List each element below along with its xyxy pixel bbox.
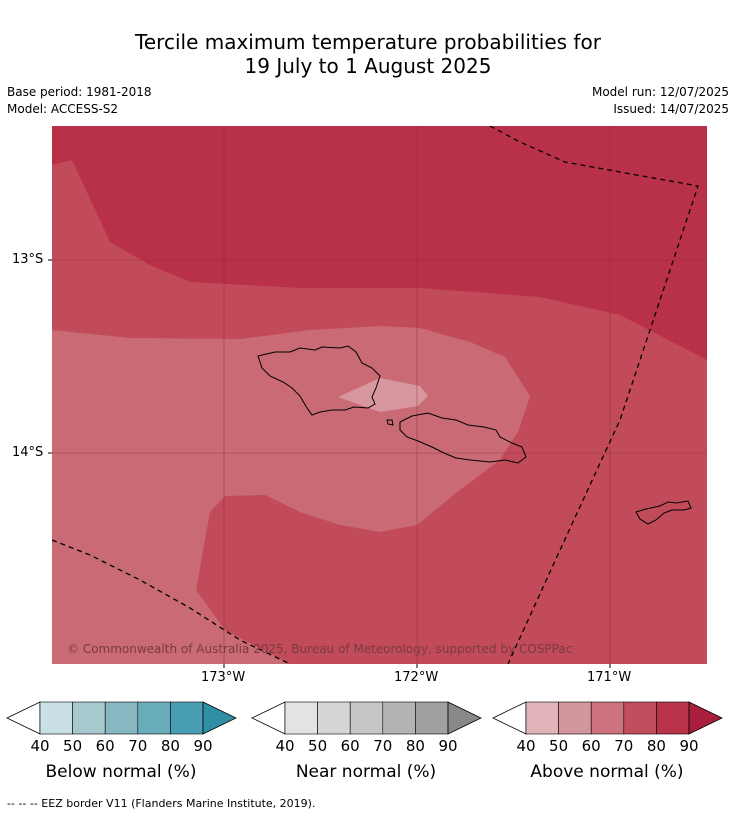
grid-lines <box>52 126 707 664</box>
colorbar-segment <box>525 701 559 735</box>
colorbar-segment <box>558 701 592 735</box>
colorbar-segment <box>382 701 416 735</box>
savaii-island <box>257 345 381 416</box>
colorbar-tick-label: 90 <box>438 737 458 755</box>
colorbar-tick-label: 80 <box>160 737 180 755</box>
colorbar-segment <box>349 701 384 735</box>
colorbar-tick-label: 60 <box>340 737 360 755</box>
colorbar-title-near: Near normal (%) <box>295 762 437 782</box>
colorbar-title-above: Above normal (%) <box>530 762 684 782</box>
colorbar-above-normal <box>492 701 723 735</box>
map-area <box>52 126 707 664</box>
colorbar-near-normal <box>251 701 482 735</box>
colorbar-high-extend <box>447 701 482 735</box>
coastlines <box>257 345 692 525</box>
colorbar-tick-label: 40 <box>516 737 536 755</box>
colorbar-title-below: Below normal (%) <box>45 762 197 782</box>
colorbar-segment <box>317 701 351 735</box>
lon-label-172w: 172°W <box>394 670 439 685</box>
title-line-1: Tercile maximum temperature probabilitie… <box>135 30 601 54</box>
colorbar-tick-label: 80 <box>646 737 666 755</box>
model-text: Model: ACCESS-S2 <box>7 102 119 116</box>
lon-label-171w: 171°W <box>587 670 632 685</box>
manono-islet <box>386 419 394 426</box>
base-period-text: Base period: 1981-2018 <box>7 85 152 99</box>
colorbar-tick-label: 80 <box>405 737 425 755</box>
footnote: -- -- -- EEZ border V11 (Flanders Marine… <box>7 797 316 810</box>
colorbar-low-extend <box>492 701 527 735</box>
colorbar-tick-label: 60 <box>581 737 601 755</box>
lat-label-14s: 14°S <box>12 445 44 460</box>
colorbar-tick-label: 70 <box>128 737 148 755</box>
lat-label-13s: 13°S <box>12 252 44 267</box>
title-line-2: 19 July to 1 August 2025 <box>244 54 492 78</box>
colorbar-high-extend <box>688 701 723 735</box>
colorbar-segment <box>284 701 318 735</box>
map-title: Tercile maximum temperature probabilitie… <box>0 30 736 78</box>
colorbar-tick-label: 90 <box>193 737 213 755</box>
colorbar-segment <box>72 701 106 735</box>
colorbar-tick-label: 90 <box>679 737 699 755</box>
colorbar-tick-label: 50 <box>308 737 328 755</box>
colorbar-tick-label: 40 <box>30 737 50 755</box>
colorbar-segment <box>39 701 73 735</box>
colorbar-segment <box>170 701 204 735</box>
colorbar-high-extend <box>202 701 237 735</box>
colorbar-below-normal <box>6 701 237 735</box>
colorbar-segment <box>656 701 690 735</box>
upolu-island <box>399 412 527 464</box>
eez-borders <box>52 126 699 664</box>
lon-label-173w: 173°W <box>201 670 246 685</box>
lon-tick-marks <box>223 664 611 668</box>
copyright-text: © Commonwealth of Australia 2025, Bureau… <box>67 642 573 656</box>
colorbar-segment <box>623 701 657 735</box>
colorbar-segment <box>104 701 139 735</box>
band-50-60 <box>338 378 428 412</box>
lat-tick-marks <box>48 259 52 454</box>
colorbar-tick-label: 60 <box>95 737 115 755</box>
colorbar-segment <box>590 701 625 735</box>
colorbar-tick-label: 50 <box>63 737 83 755</box>
colorbar-segment <box>137 701 171 735</box>
band-60-70 <box>52 326 530 664</box>
colorbar-tick-label: 50 <box>549 737 569 755</box>
colorbar-low-extend <box>251 701 286 735</box>
colorbar-tick-label: 40 <box>275 737 295 755</box>
meta-right: Model run: 12/07/2025 Issued: 14/07/2025 <box>592 84 729 118</box>
issued-text: Issued: 14/07/2025 <box>613 102 729 116</box>
colorbar-segment <box>415 701 449 735</box>
colorbar-low-extend <box>6 701 41 735</box>
colorbar-tick-label: 70 <box>614 737 634 755</box>
model-run-text: Model run: 12/07/2025 <box>591 85 729 99</box>
colorbar-tick-label: 70 <box>373 737 393 755</box>
tutuila-island <box>635 500 692 525</box>
meta-left: Base period: 1981-2018 Model: ACCESS-S2 <box>7 84 152 118</box>
